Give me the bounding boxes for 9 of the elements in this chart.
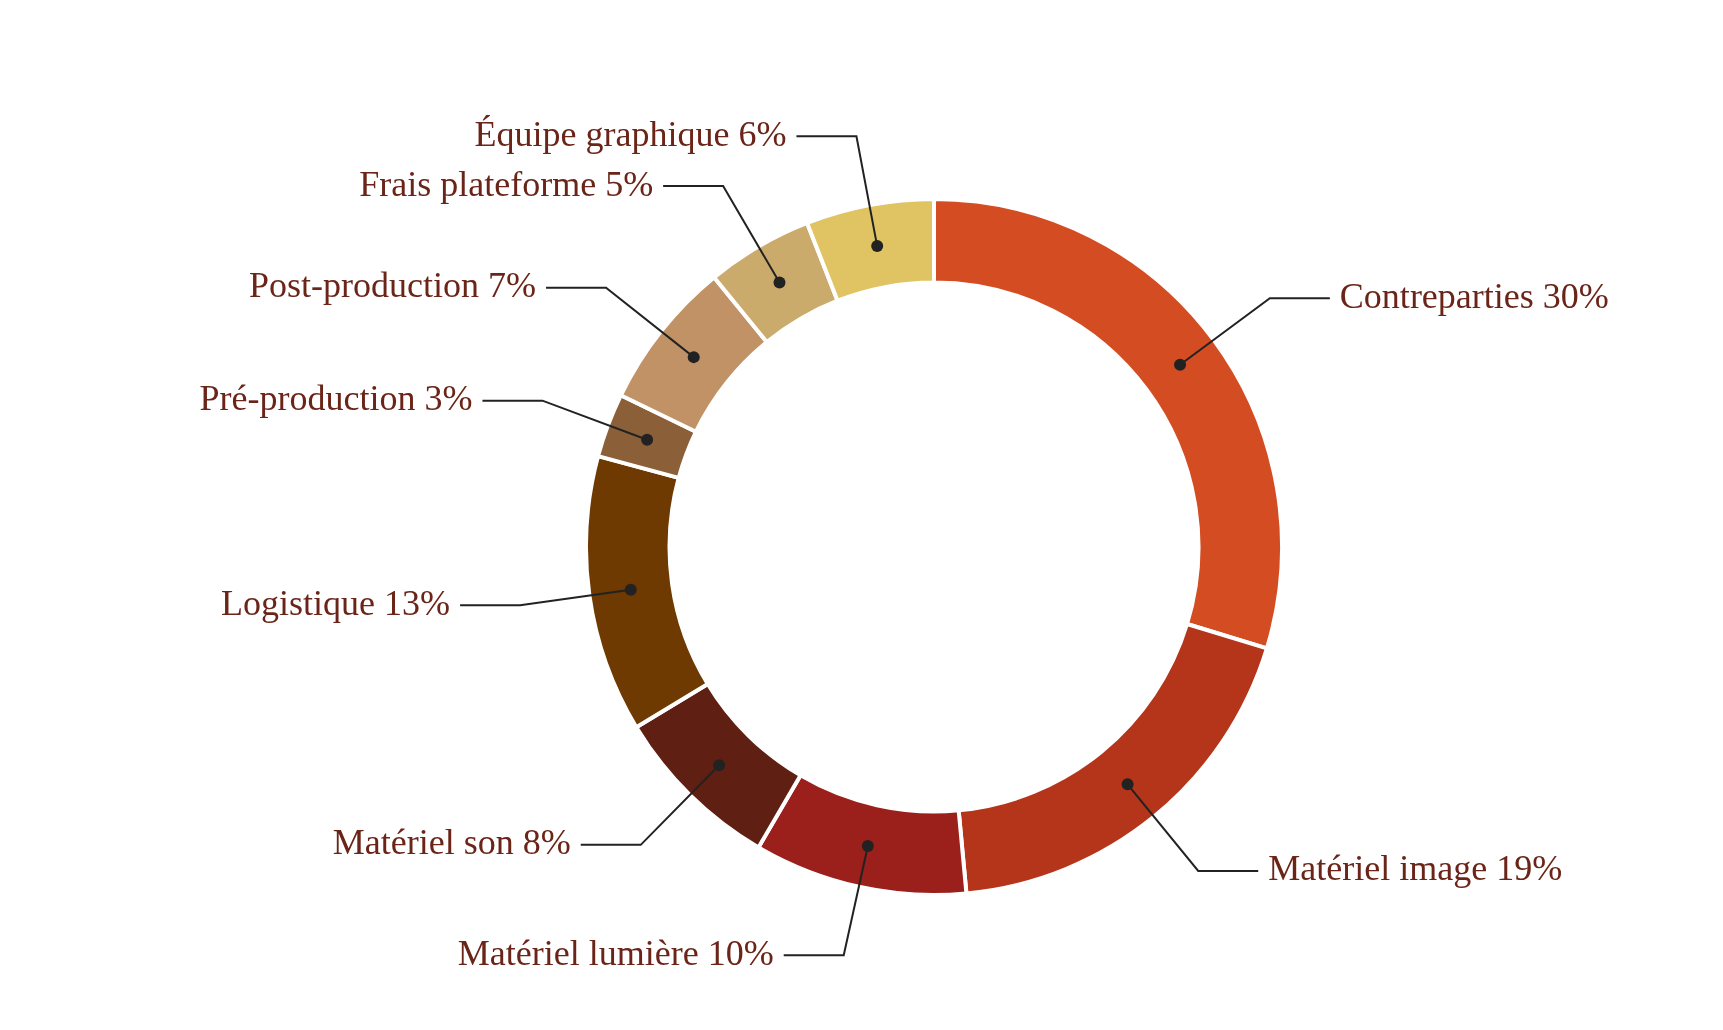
slice-label: Matériel son 8%: [332, 822, 571, 863]
slice-label: Pré-production 3%: [199, 378, 473, 419]
slice-label: Matériel lumière 10%: [457, 932, 774, 973]
slice-label: Équipe graphique 6%: [474, 113, 787, 154]
slice-label: Matériel image 19%: [1268, 848, 1563, 889]
slice-label: Frais plateforme 5%: [359, 163, 654, 204]
slice-label: Contreparties 30%: [1339, 275, 1609, 316]
slice-label: Logistique 13%: [221, 582, 451, 623]
slice-label: Post-production 7%: [249, 265, 537, 306]
